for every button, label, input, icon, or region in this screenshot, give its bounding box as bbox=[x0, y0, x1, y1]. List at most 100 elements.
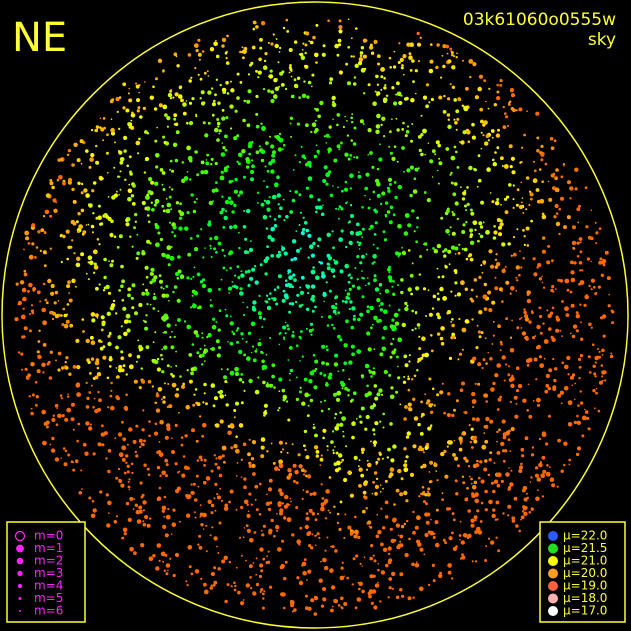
star bbox=[73, 142, 78, 147]
star bbox=[314, 518, 318, 522]
star bbox=[157, 387, 163, 392]
star bbox=[148, 434, 151, 438]
star bbox=[202, 528, 205, 530]
star bbox=[525, 176, 530, 180]
star bbox=[242, 442, 247, 447]
star bbox=[239, 50, 242, 54]
star bbox=[571, 334, 576, 339]
star bbox=[72, 428, 75, 431]
star bbox=[537, 403, 540, 407]
star bbox=[349, 230, 354, 235]
star bbox=[509, 87, 515, 93]
star bbox=[461, 348, 464, 351]
star bbox=[110, 219, 114, 224]
star bbox=[317, 244, 320, 248]
star bbox=[437, 315, 441, 320]
star bbox=[453, 55, 456, 58]
star bbox=[510, 383, 515, 388]
star bbox=[73, 252, 76, 255]
star bbox=[322, 179, 327, 183]
star bbox=[355, 554, 359, 558]
star bbox=[136, 354, 141, 359]
star bbox=[292, 479, 296, 483]
star bbox=[118, 175, 121, 178]
star bbox=[275, 467, 278, 469]
star bbox=[209, 47, 215, 52]
star bbox=[240, 554, 243, 557]
star bbox=[277, 409, 280, 412]
star bbox=[280, 83, 285, 87]
star bbox=[538, 437, 542, 441]
star bbox=[595, 387, 598, 390]
star bbox=[265, 501, 270, 506]
star bbox=[600, 364, 604, 367]
star bbox=[195, 49, 199, 53]
star bbox=[499, 79, 503, 83]
star bbox=[507, 504, 512, 509]
star bbox=[69, 323, 74, 328]
star bbox=[429, 460, 434, 465]
star bbox=[251, 45, 256, 50]
star bbox=[164, 435, 169, 440]
star bbox=[542, 322, 545, 325]
star bbox=[306, 123, 309, 126]
star bbox=[43, 215, 46, 218]
star bbox=[127, 485, 131, 489]
star bbox=[497, 324, 501, 329]
star bbox=[399, 57, 404, 63]
star bbox=[459, 442, 462, 445]
star bbox=[395, 523, 401, 528]
star bbox=[459, 388, 464, 393]
star bbox=[165, 463, 169, 467]
star bbox=[303, 558, 307, 561]
star bbox=[223, 215, 228, 221]
star bbox=[295, 397, 299, 401]
star bbox=[92, 320, 95, 322]
star bbox=[359, 420, 363, 424]
star bbox=[515, 265, 520, 270]
star bbox=[300, 55, 306, 60]
star bbox=[500, 441, 505, 447]
star bbox=[109, 233, 114, 238]
star bbox=[548, 197, 553, 202]
star bbox=[94, 128, 98, 133]
star bbox=[434, 520, 439, 525]
star bbox=[401, 127, 405, 131]
star bbox=[42, 343, 47, 347]
star bbox=[251, 440, 257, 445]
star bbox=[305, 512, 309, 515]
star bbox=[395, 595, 400, 600]
star bbox=[90, 128, 94, 132]
star bbox=[412, 80, 415, 83]
star bbox=[92, 508, 97, 513]
star bbox=[28, 329, 32, 333]
star bbox=[94, 409, 99, 414]
star bbox=[455, 128, 458, 131]
star bbox=[123, 319, 129, 324]
star bbox=[424, 352, 429, 358]
star bbox=[161, 253, 165, 256]
star bbox=[477, 530, 483, 535]
star bbox=[344, 152, 349, 157]
star bbox=[328, 476, 332, 479]
star bbox=[387, 186, 390, 190]
star bbox=[574, 382, 577, 385]
star bbox=[382, 412, 386, 416]
star bbox=[191, 294, 194, 297]
star bbox=[361, 589, 365, 594]
star bbox=[471, 485, 477, 490]
star bbox=[402, 54, 407, 59]
star bbox=[133, 498, 136, 501]
star bbox=[334, 296, 338, 299]
star bbox=[125, 454, 129, 458]
star bbox=[451, 211, 454, 214]
star bbox=[291, 533, 295, 537]
star bbox=[339, 575, 345, 581]
star bbox=[272, 150, 276, 155]
star bbox=[131, 245, 134, 248]
star bbox=[103, 431, 108, 436]
star bbox=[308, 40, 311, 42]
star bbox=[501, 165, 504, 167]
star bbox=[225, 81, 229, 85]
star bbox=[272, 33, 275, 36]
